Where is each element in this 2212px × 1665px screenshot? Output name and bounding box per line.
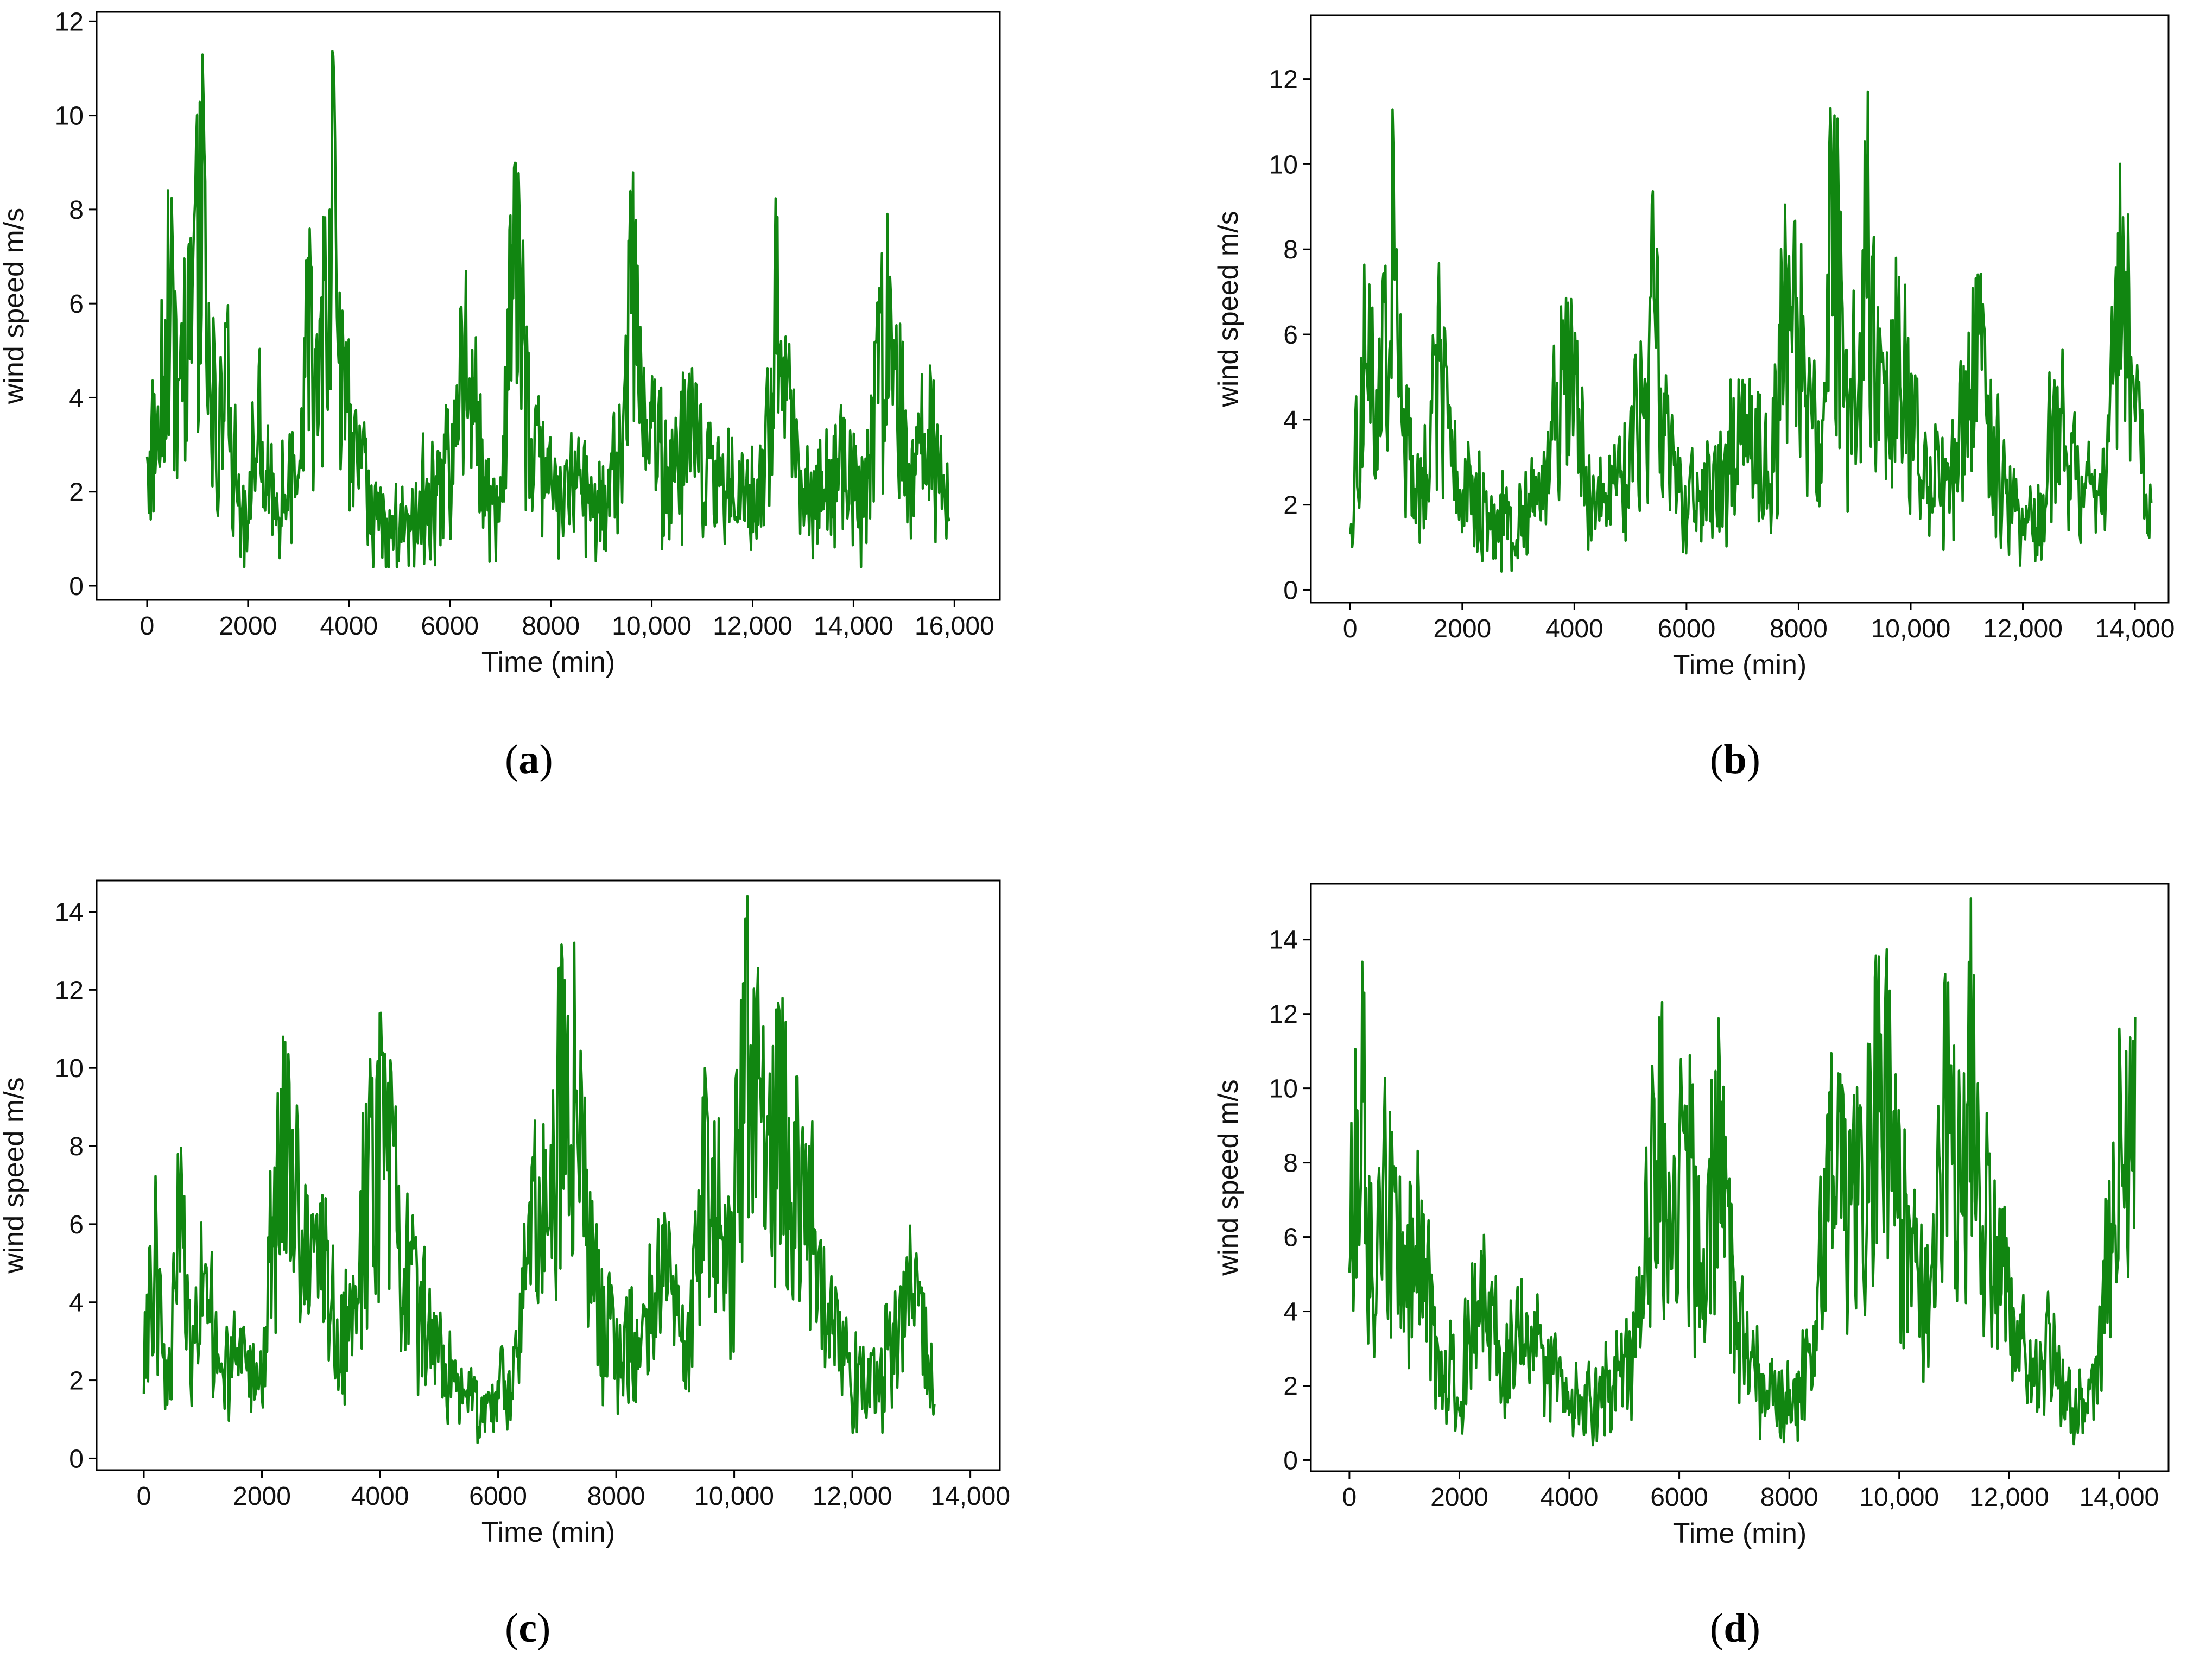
y-axis-title-d: wind speed m/s bbox=[1213, 1079, 1244, 1276]
x-tick-label-a: 4000 bbox=[320, 612, 378, 641]
x-tick-label-d: 14,000 bbox=[2079, 1483, 2159, 1512]
y-tick-label-c: 10 bbox=[55, 1054, 84, 1083]
caption-d: (d) bbox=[1710, 1605, 1760, 1651]
y-tick-label-b: 10 bbox=[1269, 150, 1298, 179]
chart-c: 0 2000 4000 6000 8000 10,000 12,000 14,000 0 2 4 6 8… bbox=[0, 879, 1010, 1548]
plot-frame-d bbox=[1310, 883, 2170, 1472]
x-tick-label-c: 4000 bbox=[351, 1482, 409, 1511]
y-tick-label-b: 4 bbox=[1283, 406, 1298, 435]
x-tick-label-c: 2000 bbox=[233, 1482, 291, 1511]
x-tick-label-b: 2000 bbox=[1433, 615, 1491, 643]
y-axis-title-c: wind speed m/s bbox=[0, 1077, 30, 1274]
x-axis-title-d: Time (min) bbox=[1673, 1518, 1807, 1549]
y-tick-label-a: 2 bbox=[69, 478, 84, 507]
y-tick-label-a: 0 bbox=[69, 572, 84, 601]
series-line-a bbox=[145, 49, 950, 568]
x-tick-label-a: 14,000 bbox=[814, 612, 893, 641]
y-tick-label-a: 6 bbox=[69, 290, 84, 319]
plot-area-a: 0 2000 4000 6000 8000 10,000 12,000 14,000 16,00… bbox=[0, 8, 1001, 678]
x-tick-label-d: 8000 bbox=[1760, 1483, 1818, 1512]
y-tick-label-b: 8 bbox=[1283, 236, 1298, 264]
x-tick-label-c: 12,000 bbox=[813, 1482, 892, 1511]
y-tick-label-d: 0 bbox=[1283, 1446, 1298, 1475]
plot-frame-b bbox=[1310, 14, 2170, 604]
x-tick-label-c: 8000 bbox=[587, 1482, 645, 1511]
x-tick-label-d: 6000 bbox=[1650, 1483, 1708, 1512]
x-tick-label-c: 10,000 bbox=[694, 1482, 774, 1511]
x-tick-label-a: 2000 bbox=[219, 612, 277, 641]
plot-frame-c bbox=[96, 879, 1001, 1471]
x-tick-label-d: 10,000 bbox=[1859, 1483, 1939, 1512]
y-tick-label-c: 14 bbox=[55, 898, 84, 927]
x-tick-label-b: 4000 bbox=[1545, 615, 1603, 643]
plot-area-c: 0 2000 4000 6000 8000 10,000 12,000 14,000 0 2 4 6 8… bbox=[0, 879, 1010, 1548]
y-tick-label-b: 6 bbox=[1283, 321, 1298, 350]
x-tick-label-b: 14,000 bbox=[2095, 615, 2175, 643]
x-tick-label-a: 6000 bbox=[421, 612, 479, 641]
x-axis-title-c: Time (min) bbox=[481, 1517, 616, 1548]
plot-frame-a bbox=[96, 11, 1001, 601]
x-tick-label-a: 8000 bbox=[522, 612, 580, 641]
x-tick-label-b: 10,000 bbox=[1871, 615, 1951, 643]
y-tick-label-d: 6 bbox=[1283, 1224, 1298, 1252]
y-tick-label-a: 10 bbox=[55, 102, 84, 131]
x-tick-label-c: 6000 bbox=[469, 1482, 527, 1511]
x-tick-label-a: 12,000 bbox=[713, 612, 793, 641]
series-line-c bbox=[142, 895, 936, 1444]
y-tick-label-c: 6 bbox=[69, 1211, 84, 1239]
caption-a: (a) bbox=[505, 737, 553, 782]
chart-a: 0 2000 4000 6000 8000 10,000 12,000 14,000 16,00… bbox=[0, 8, 1001, 678]
plot-area-b: 0 2000 4000 6000 8000 10,000 12,000 14,000 0 2 4 6 8… bbox=[1213, 14, 2175, 681]
chart-d: 0 2000 4000 6000 8000 10,000 12,000 14,000 0 2 4 6 8… bbox=[1213, 883, 2170, 1549]
y-tick-label-d: 4 bbox=[1283, 1298, 1298, 1327]
y-tick-label-d: 2 bbox=[1283, 1372, 1298, 1401]
y-tick-label-b: 0 bbox=[1283, 576, 1298, 605]
caption-b: (b) bbox=[1710, 737, 1760, 782]
y-tick-label-d: 12 bbox=[1269, 1001, 1298, 1029]
x-tick-label-b: 0 bbox=[1343, 615, 1358, 643]
x-tick-label-c: 14,000 bbox=[930, 1482, 1010, 1511]
x-axis-title-b: Time (min) bbox=[1673, 649, 1807, 681]
x-tick-label-d: 0 bbox=[1342, 1483, 1357, 1512]
y-tick-label-d: 10 bbox=[1269, 1075, 1298, 1104]
plot-area-d: 0 2000 4000 6000 8000 10,000 12,000 14,000 0 2 4 6 8… bbox=[1213, 883, 2170, 1549]
y-tick-label-c: 12 bbox=[55, 976, 84, 1005]
y-tick-label-a: 12 bbox=[55, 8, 84, 36]
y-tick-label-c: 2 bbox=[69, 1367, 84, 1396]
y-tick-label-d: 8 bbox=[1283, 1149, 1298, 1178]
x-tick-label-a: 16,000 bbox=[915, 612, 994, 641]
x-tick-label-d: 2000 bbox=[1430, 1483, 1488, 1512]
chart-b: 0 2000 4000 6000 8000 10,000 12,000 14,000 0 2 4 6 8… bbox=[1213, 14, 2175, 681]
x-tick-label-d: 12,000 bbox=[1969, 1483, 2049, 1512]
x-axis-title-a: Time (min) bbox=[481, 647, 616, 678]
y-tick-label-a: 4 bbox=[69, 384, 84, 413]
series-line-b bbox=[1349, 90, 2153, 573]
x-tick-label-b: 8000 bbox=[1770, 615, 1828, 643]
series-line-d bbox=[1348, 897, 2137, 1447]
y-tick-label-c: 0 bbox=[69, 1445, 84, 1473]
x-tick-label-b: 6000 bbox=[1658, 615, 1716, 643]
x-tick-label-c: 0 bbox=[137, 1482, 151, 1511]
y-tick-label-b: 2 bbox=[1283, 491, 1298, 520]
caption-c: (c) bbox=[505, 1605, 551, 1651]
y-tick-label-c: 8 bbox=[69, 1132, 84, 1161]
y-axis-title-b: wind speed m/s bbox=[1213, 211, 1244, 407]
x-tick-label-a: 0 bbox=[140, 612, 155, 641]
y-tick-label-c: 4 bbox=[69, 1289, 84, 1318]
x-tick-label-d: 4000 bbox=[1541, 1483, 1599, 1512]
y-tick-label-d: 14 bbox=[1269, 926, 1298, 955]
y-axis-title-a: wind speed m/s bbox=[0, 208, 30, 404]
y-tick-label-a: 8 bbox=[69, 196, 84, 225]
x-tick-label-b: 12,000 bbox=[1983, 615, 2063, 643]
x-tick-label-a: 10,000 bbox=[612, 612, 692, 641]
y-tick-label-b: 12 bbox=[1269, 66, 1298, 94]
